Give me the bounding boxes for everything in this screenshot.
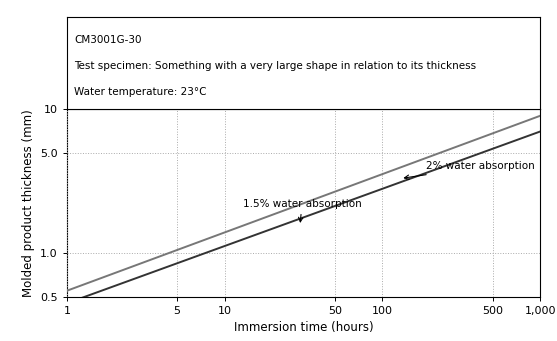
Text: CM3001G-30: CM3001G-30: [74, 35, 141, 45]
Text: 2% water absorption: 2% water absorption: [404, 162, 535, 179]
Y-axis label: Molded product thickness (mm): Molded product thickness (mm): [22, 109, 35, 297]
Text: 1.5% water absorption: 1.5% water absorption: [243, 199, 361, 222]
Text: Test specimen: Something with a very large shape in relation to its thickness: Test specimen: Something with a very lar…: [74, 61, 476, 71]
Text: Water temperature: 23°C: Water temperature: 23°C: [74, 87, 207, 97]
X-axis label: Immersion time (hours): Immersion time (hours): [234, 321, 373, 334]
